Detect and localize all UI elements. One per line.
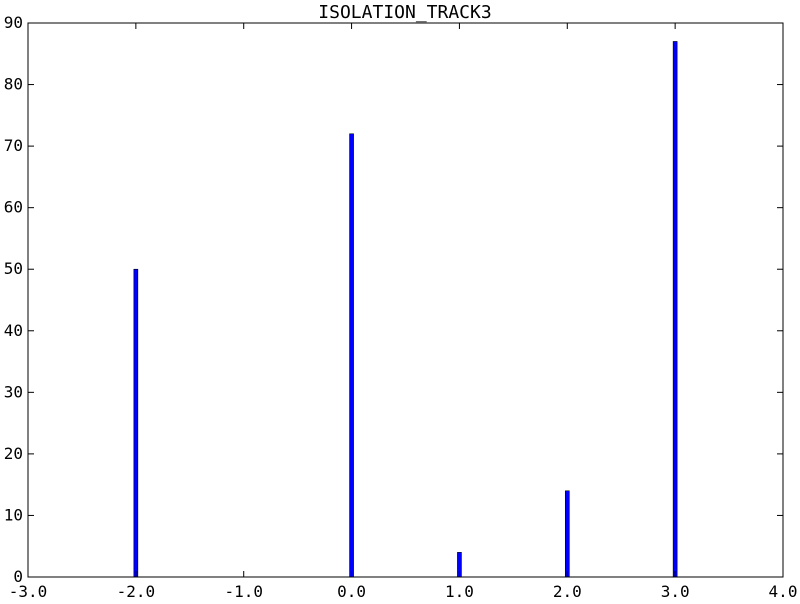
x-tick-label-6: 3.0: [661, 582, 690, 600]
x-tick-label-5: 2.0: [553, 582, 582, 600]
y-tick-label-4: 40: [4, 321, 23, 340]
bar-0-0: [133, 268, 139, 578]
bars-layer: [133, 41, 678, 578]
x-tick-label-0: -3.0: [9, 582, 48, 600]
bar-0-3: [564, 490, 570, 578]
x-tick-label-1: -2.0: [117, 582, 156, 600]
y-tick-label-8: 80: [4, 75, 23, 94]
x-tick-label-3: 0.0: [337, 582, 366, 600]
chart-title: ISOLATION_TRACK3: [318, 2, 491, 23]
y-tick-label-1: 10: [4, 505, 23, 524]
ticks-layer: -3.0 -2.0 -1.0 0.0 1.0 2.0 3.0 4.0 0 10 20 30 40 50 60…: [4, 13, 798, 601]
y-tick-label-0: 0: [13, 567, 23, 586]
y-tick-label-6: 60: [4, 198, 23, 217]
y-tick-label-5: 50: [4, 259, 23, 278]
bar-0-1: [349, 133, 354, 578]
x-tick-label-7: 4.0: [769, 582, 798, 600]
x-tick-label-2: -1.0: [224, 582, 263, 600]
y-tick-label-9: 90: [4, 13, 23, 32]
plot-area-frame: [27, 22, 784, 578]
y-tick-label-2: 20: [4, 444, 23, 463]
y-tick-label-7: 70: [4, 136, 23, 155]
bar-0-4: [672, 41, 678, 578]
y-tick-label-3: 30: [4, 382, 23, 401]
x-tick-label-4: 1.0: [445, 582, 474, 600]
